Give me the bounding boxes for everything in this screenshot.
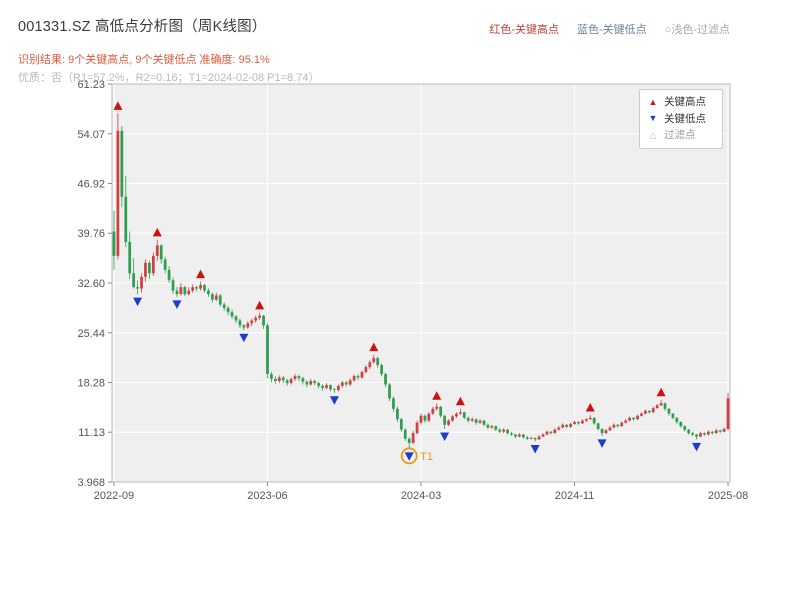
top-legend-key-high-label: 红色-关键高点 xyxy=(489,24,560,36)
down-triangle-icon: ▼ xyxy=(648,113,658,124)
axes: 3.968 11.13 18.28 25.44 32.60 39.76 46.92 54.07… xyxy=(77,79,748,502)
recognition-result-text: 识别结果: 9个关键高点, 9个关键低点 准确度: 95.1% xyxy=(18,54,270,66)
y-tick-label: 32.60 xyxy=(77,278,105,290)
t1-label: T1 xyxy=(420,451,433,463)
plot-legend-box: ▲ 关键高点 ▼ 关键低点 △ 过滤点 xyxy=(639,89,723,149)
x-tick-label: 2022-09 xyxy=(94,490,134,502)
hollow-triangle-icon: △ xyxy=(649,130,657,141)
y-tick-label: 18.28 xyxy=(77,378,105,390)
quality-summary-text: 优质：否（R1=57.2%，R2=0.16；T1=2024-02-08 P1=8… xyxy=(18,72,320,84)
top-legend-filtered-label: ○浅色-过滤点 xyxy=(664,24,730,36)
page-title: 001331.SZ 高低点分析图（周K线图） xyxy=(18,19,267,35)
y-tick-label: 3.968 xyxy=(77,477,105,489)
y-tick-label: 11.13 xyxy=(78,427,105,439)
key-high-markers xyxy=(113,101,666,412)
legend-item-label: 过滤点 xyxy=(664,129,696,142)
key-low-markers xyxy=(133,297,702,461)
x-tick-label: 2025-08 xyxy=(708,490,748,502)
y-tick-label: 61.23 xyxy=(77,79,105,91)
y-tick-label: 39.76 xyxy=(77,228,105,240)
legend-item-key-low: ▼ 关键低点 xyxy=(648,113,714,126)
legend-item-key-high: ▲ 关键高点 xyxy=(648,96,714,109)
x-tick-label: 2024-11 xyxy=(555,490,595,502)
t1-annotation: T1 xyxy=(400,447,433,465)
y-tick-label: 25.44 xyxy=(77,328,105,340)
top-legend: 红色-关键高点 蓝色-关键低点 ○浅色-过滤点 xyxy=(489,21,730,37)
top-legend-key-low-label: 蓝色-关键低点 xyxy=(577,24,647,36)
y-tick-label: 46.92 xyxy=(77,178,105,190)
t1-circle-marker xyxy=(400,447,418,465)
up-triangle-icon: ▲ xyxy=(648,96,658,107)
x-tick-label: 2023-06 xyxy=(247,490,287,502)
legend-item-label: 关键低点 xyxy=(664,112,706,125)
legend-item-label: 关键高点 xyxy=(664,96,706,108)
legend-item-filtered: △ 过滤点 xyxy=(648,129,714,142)
x-tick-label: 2024-03 xyxy=(401,490,441,502)
y-tick-label: 54.07 xyxy=(77,129,105,141)
candlesticks xyxy=(112,113,730,449)
